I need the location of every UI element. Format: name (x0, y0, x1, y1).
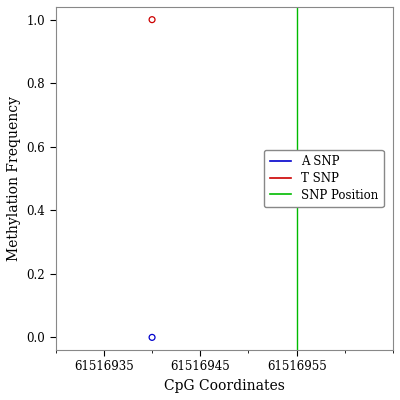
Y-axis label: Methylation Frequency: Methylation Frequency (7, 96, 21, 261)
Point (149, 334, 155, 340)
Point (149, 16, 155, 23)
X-axis label: CpG Coordinates: CpG Coordinates (164, 379, 285, 393)
Legend: A SNP, T SNP, SNP Position: A SNP, T SNP, SNP Position (264, 150, 384, 208)
